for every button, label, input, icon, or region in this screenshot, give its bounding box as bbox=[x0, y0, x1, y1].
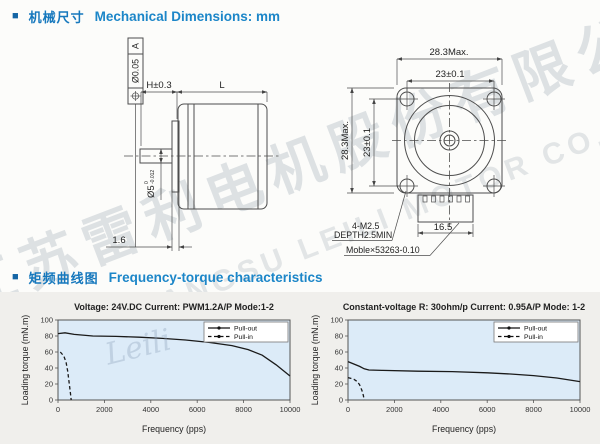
legend-box bbox=[493, 321, 579, 343]
dim-l: L bbox=[176, 80, 268, 102]
dim-height-label: 28.3Max. bbox=[340, 121, 351, 160]
position-symbol-icon bbox=[130, 91, 141, 101]
x-axis-tick: 4000 bbox=[432, 405, 449, 414]
right-chart-constant-voltage: 0 20 40 60 80 100 0 2000 4000 6000 8000 10000 Consta… bbox=[310, 302, 591, 434]
x-axis-tick: 8000 bbox=[525, 405, 542, 414]
dim-l-label: L bbox=[219, 80, 224, 91]
x-axis-tick: 0 bbox=[56, 405, 60, 414]
dim-connector-width: 16.5 bbox=[417, 222, 474, 237]
dim-height-max: 28.3Max. bbox=[340, 87, 394, 194]
legend-label: Pull-in bbox=[234, 334, 253, 341]
pilot-circle-outer bbox=[404, 95, 495, 186]
dim-shaft-dia: Ø5 0 -0.012 bbox=[144, 148, 163, 200]
dim-hole-span-h-label: 23±0.1 bbox=[436, 69, 465, 80]
y-axis-label: Loading torque (mN.m) bbox=[310, 315, 320, 406]
bullet-icon: ■ bbox=[12, 10, 19, 22]
freq-header-en: Frequency-torque characteristics bbox=[108, 270, 323, 285]
legend-label: Pull-out bbox=[234, 326, 257, 333]
left-chart-pwm: 0 20 40 60 80 100 0 2000 4000 6000 8000 10000 Voltag… bbox=[20, 302, 301, 434]
mech-header-en: Mechanical Dimensions: mm bbox=[94, 9, 280, 24]
pull-in-curve bbox=[59, 351, 72, 401]
pilot-circle-inner bbox=[414, 105, 485, 176]
freq-header-cn: 矩频曲线图 bbox=[28, 271, 99, 286]
x-axis-tick: 4000 bbox=[142, 405, 159, 414]
y-axis-tick: 0 bbox=[339, 396, 343, 405]
pull-in-curve bbox=[347, 376, 365, 401]
dim-width-label: 28.3Max. bbox=[429, 47, 468, 58]
fcf-datum-label: A bbox=[131, 43, 141, 49]
dim-hole-span-h: 23±0.1 bbox=[406, 69, 495, 91]
dim-hole-span-v: 23±0.1 bbox=[362, 98, 399, 187]
side-view: A Ø0.05 H±0.3 L bbox=[106, 37, 280, 251]
y-axis-tick: 20 bbox=[45, 380, 53, 389]
x-axis-tick: 2000 bbox=[386, 405, 403, 414]
pull-out-curve bbox=[347, 360, 581, 383]
dim-h: H±0.3 bbox=[140, 80, 178, 146]
dim-width-max: 28.3Max. bbox=[396, 47, 503, 85]
x-axis-tick: 2000 bbox=[96, 405, 113, 414]
x-axis-tick: 0 bbox=[346, 405, 350, 414]
x-axis-label: Frequency (pps) bbox=[432, 424, 496, 434]
legend-marker bbox=[507, 326, 511, 330]
connector-note: Moble×53263-0.10 bbox=[344, 222, 460, 256]
shaft-tol-lower: -0.012 bbox=[150, 170, 156, 184]
x-axis-tick: 8000 bbox=[235, 405, 252, 414]
y-axis-tick: 60 bbox=[335, 348, 343, 357]
legend-label: Pull-in bbox=[524, 334, 543, 341]
x-axis-tick: 6000 bbox=[189, 405, 206, 414]
screw-note: 4-M2.5 DEPTH2.5MIN bbox=[332, 190, 407, 241]
motor-body bbox=[177, 103, 268, 210]
y-axis-tick: 80 bbox=[45, 332, 53, 341]
y-axis-tick: 100 bbox=[330, 316, 343, 325]
legend-marker bbox=[507, 334, 511, 339]
y-axis-label: Loading torque (mN.m) bbox=[20, 315, 30, 406]
dim-h-label: H±0.3 bbox=[146, 80, 171, 91]
dim-connector-label: 16.5 bbox=[434, 222, 453, 233]
y-axis-tick: 0 bbox=[49, 396, 53, 405]
y-axis-tick: 100 bbox=[40, 316, 53, 325]
y-axis-tick: 20 bbox=[335, 380, 343, 389]
dim-flange-label: 1.6 bbox=[112, 235, 125, 246]
legend-marker bbox=[217, 326, 221, 330]
legend-box bbox=[203, 321, 289, 343]
mechanical-drawing: A Ø0.05 H±0.3 L bbox=[106, 37, 507, 256]
screw-note-line2: DEPTH2.5MIN bbox=[334, 230, 392, 240]
bullet-icon: ■ bbox=[12, 271, 19, 283]
dim-flange-thickness: 1.6 bbox=[106, 192, 192, 251]
screw-note-line1: 4-M2.5 bbox=[352, 221, 379, 231]
x-axis-tick: 10000 bbox=[570, 405, 591, 414]
mounting-holes bbox=[396, 88, 505, 197]
legend-marker bbox=[217, 334, 221, 339]
legend-label: Pull-out bbox=[524, 326, 547, 333]
fcf-tolerance-label: Ø0.05 bbox=[131, 59, 141, 83]
shaft-tol-upper: 0 bbox=[144, 181, 150, 184]
shaft-bore bbox=[443, 134, 456, 147]
frequency-torque-header: ■ 矩频曲线图 Frequency-torque characteristics bbox=[12, 268, 323, 287]
pull-out-curve bbox=[57, 332, 291, 377]
x-axis-tick: 10000 bbox=[280, 405, 301, 414]
shaft-dia-label: Ø5 bbox=[146, 185, 157, 198]
dim-hole-span-v-label: 23±0.1 bbox=[362, 128, 373, 157]
mech-header-cn: 机械尺寸 bbox=[28, 10, 85, 25]
mechanical-dimensions-header: ■ 机械尺寸 Mechanical Dimensions: mm bbox=[12, 7, 280, 26]
y-axis-tick: 60 bbox=[45, 348, 53, 357]
y-axis-tick: 80 bbox=[335, 332, 343, 341]
connector bbox=[417, 194, 474, 223]
x-axis-tick: 6000 bbox=[479, 405, 496, 414]
shaft-boss bbox=[439, 130, 460, 151]
feature-control-frame: A Ø0.05 bbox=[127, 37, 144, 247]
front-view: 28.3Max. 23±0.1 28.3Max. 23±0.1 bbox=[332, 47, 507, 256]
chart-title: Voltage: 24V.DC Current: PWM1.2A/P Mode:… bbox=[74, 302, 274, 312]
y-axis-tick: 40 bbox=[335, 364, 343, 373]
connector-note-label: Moble×53263-0.10 bbox=[346, 245, 420, 255]
y-axis-tick: 40 bbox=[45, 364, 53, 373]
chart-title: Constant-voltage R: 30ohm/p Current: 0.9… bbox=[343, 302, 585, 312]
x-axis-label: Frequency (pps) bbox=[142, 424, 206, 434]
